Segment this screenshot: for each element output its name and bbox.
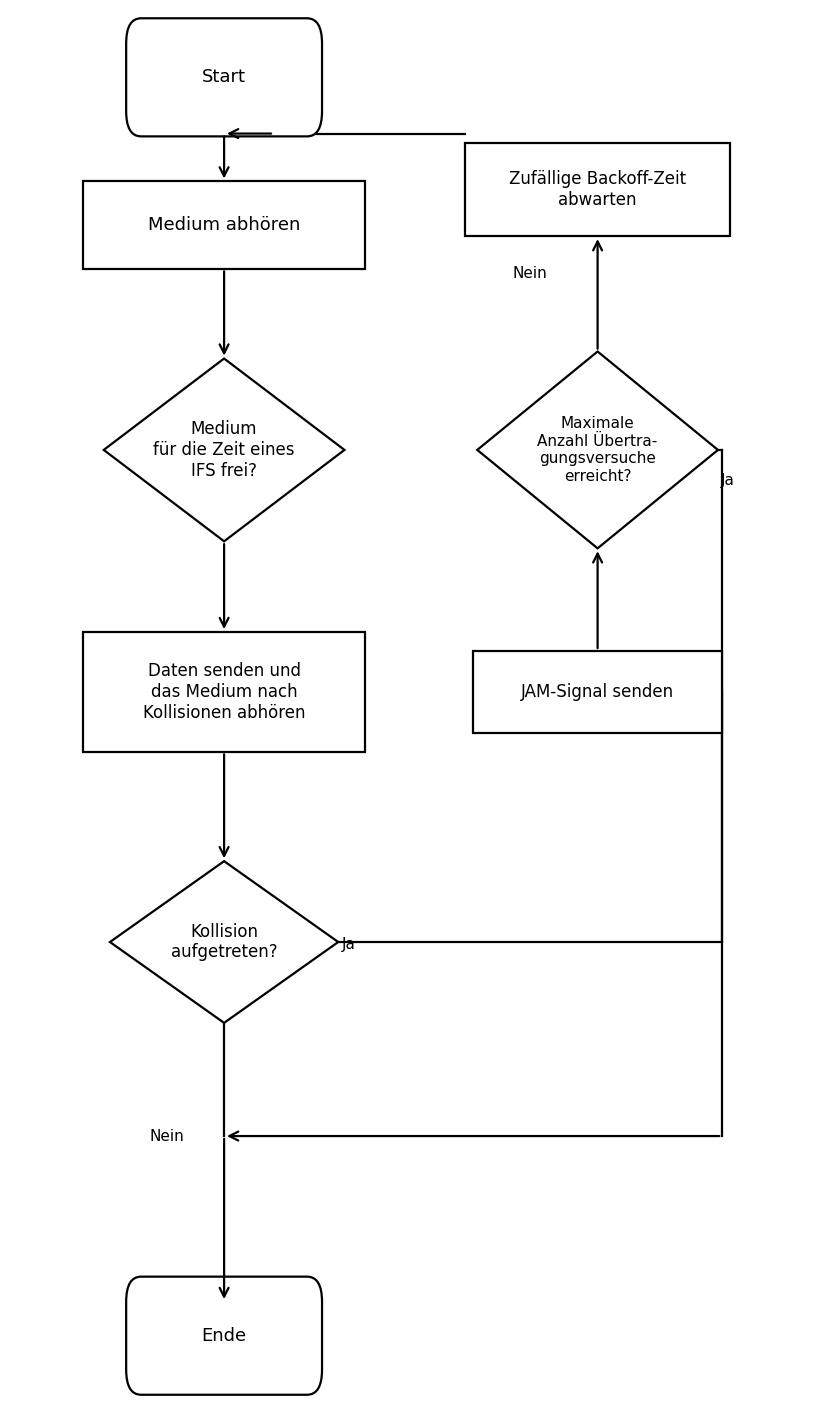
- Bar: [465, 143, 730, 236]
- Text: Zufällige Backoff-Zeit
abwarten: Zufällige Backoff-Zeit abwarten: [509, 170, 686, 209]
- Text: Kollision
aufgetreten?: Kollision aufgetreten?: [171, 922, 277, 962]
- FancyBboxPatch shape: [126, 1277, 322, 1395]
- Text: Nein: Nein: [513, 266, 548, 281]
- Polygon shape: [477, 352, 718, 548]
- Text: Medium abhören: Medium abhören: [148, 217, 300, 233]
- Text: JAM-Signal senden: JAM-Signal senden: [521, 683, 674, 700]
- Text: Daten senden und
das Medium nach
Kollisionen abhören: Daten senden und das Medium nach Kollisi…: [143, 662, 305, 721]
- Bar: [83, 631, 365, 751]
- Text: Ja: Ja: [342, 938, 356, 952]
- Text: Medium
für die Zeit eines
IFS frei?: Medium für die Zeit eines IFS frei?: [154, 420, 295, 479]
- Bar: [83, 181, 365, 269]
- Polygon shape: [104, 359, 344, 541]
- Text: Ja: Ja: [720, 474, 735, 488]
- FancyBboxPatch shape: [126, 18, 322, 136]
- Bar: [473, 651, 722, 733]
- Text: Nein: Nein: [149, 1129, 184, 1143]
- Text: Start: Start: [202, 69, 247, 86]
- Text: Maximale
Anzahl Übertra-
gungsversuche
erreicht?: Maximale Anzahl Übertra- gungsversuche e…: [538, 416, 657, 484]
- Polygon shape: [110, 860, 339, 1024]
- Text: Ende: Ende: [202, 1327, 247, 1344]
